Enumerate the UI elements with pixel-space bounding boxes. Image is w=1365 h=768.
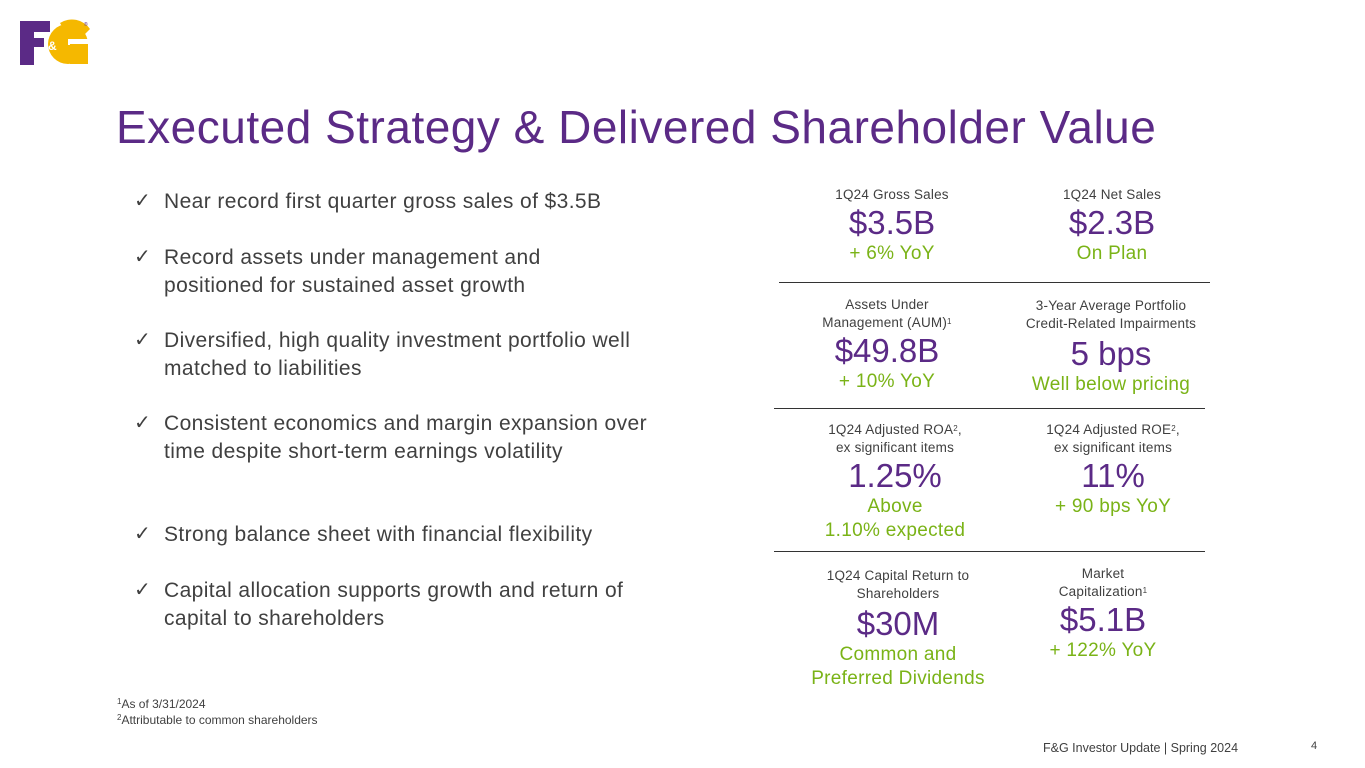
metric-impairments: 3-Year Average Portfolio Credit-Related … <box>1025 298 1197 395</box>
svg-text:®: ® <box>84 21 88 28</box>
checkmark-icon: ✓ <box>134 410 151 434</box>
divider <box>774 408 1205 409</box>
checkmark-icon: ✓ <box>134 327 151 351</box>
metric-aum: Assets Under Management (AUM)1 $49.8B + … <box>822 297 952 392</box>
checkmark-icon: ✓ <box>134 577 151 601</box>
page-number: 4 <box>1311 740 1318 752</box>
metric-gross-sales: 1Q24 Gross Sales $3.5B + 6% YoY <box>835 187 949 264</box>
checkmark-icon: ✓ <box>134 244 151 268</box>
checkmark-icon: ✓ <box>134 188 151 212</box>
divider <box>779 282 1210 283</box>
footnote: 2Attributable to common shareholders <box>117 713 318 727</box>
metric-market-cap: Market Capitalization1 $5.1B + 122% YoY <box>1049 566 1157 661</box>
checkmark-icon: ✓ <box>134 521 151 545</box>
fg-logo-icon: & ® <box>20 19 90 65</box>
footer-text: F&G Investor Update | Spring 2024 <box>1043 741 1239 755</box>
footnote: 1As of 3/31/2024 <box>117 697 206 711</box>
metric-roe: 1Q24 Adjusted ROE2, ex significant items… <box>1046 422 1180 517</box>
page-title: Executed Strategy & Delivered Shareholde… <box>116 101 1157 153</box>
svg-text:&: & <box>48 39 57 53</box>
metric-roa: 1Q24 Adjusted ROA2, ex significant items… <box>824 422 966 541</box>
company-logo: & ® <box>20 17 90 67</box>
divider <box>774 551 1205 552</box>
metric-capital-return: 1Q24 Capital Return to Shareholders $30M… <box>811 568 985 689</box>
metric-net-sales: 1Q24 Net Sales $2.3B On Plan <box>1062 187 1162 264</box>
